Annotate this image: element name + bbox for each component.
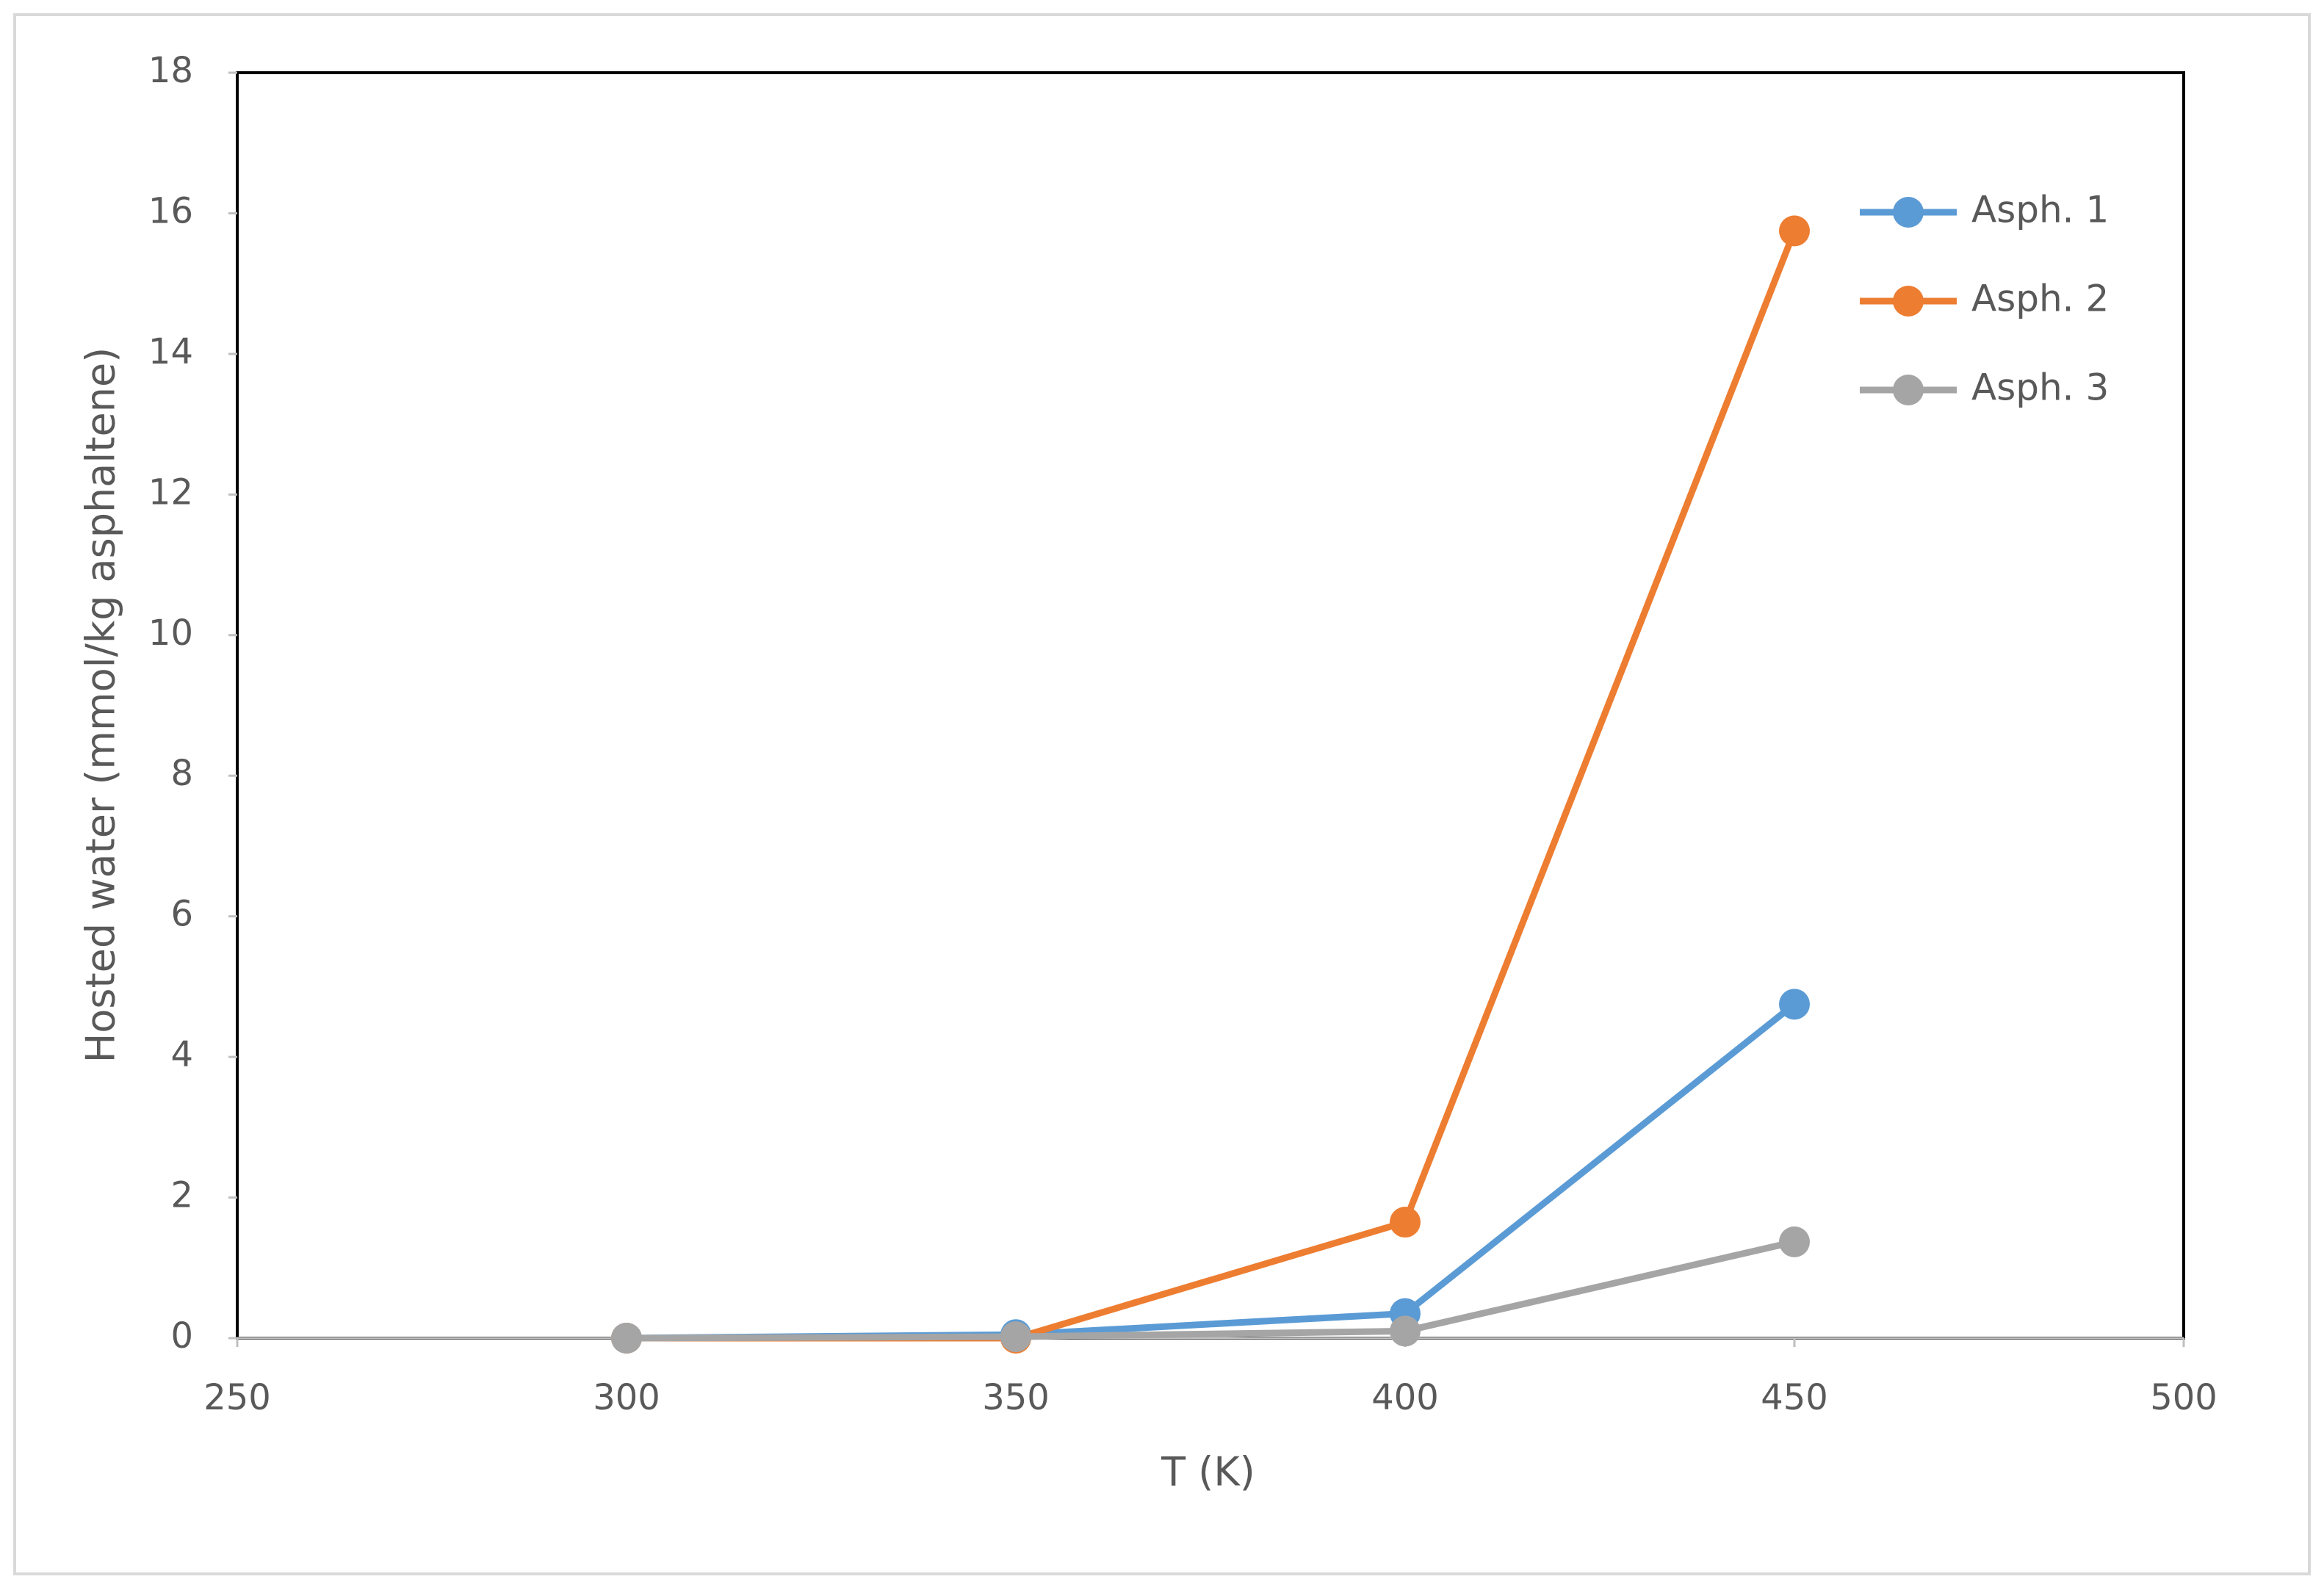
x-tick-label: 350 [982,1377,1050,1418]
data-point [1779,1226,1810,1257]
legend-label: Asph. 2 [1971,278,2109,320]
chart-frame [13,13,2311,1575]
x-tick-label: 500 [2150,1377,2217,1418]
legend-marker [1893,197,1924,228]
legend-marker [1893,375,1924,405]
y-tick-label: 4 [170,1034,193,1075]
y-tick-label: 12 [148,472,193,513]
legend-label: Asph. 3 [1971,366,2109,409]
data-point [1390,1207,1421,1238]
y-tick-label: 6 [170,894,193,935]
y-tick-label: 16 [148,190,193,231]
data-point [1779,989,1810,1020]
x-tick-label: 450 [1761,1377,1828,1418]
data-point [1000,1321,1031,1353]
y-tick-label: 14 [148,331,193,372]
legend-label: Asph. 1 [1971,189,2109,231]
y-tick-label: 8 [170,753,193,794]
x-tick-label: 250 [203,1377,271,1418]
y-tick-label: 0 [170,1315,193,1357]
data-point [1390,1315,1421,1347]
y-tick-label: 10 [148,613,193,654]
x-axis-title: T (K) [1161,1449,1255,1495]
data-point [1779,215,1810,247]
y-tick-label: 18 [148,50,193,91]
series-line [626,1238,1796,1342]
y-tick-label: 2 [170,1175,193,1216]
x-tick-label: 400 [1371,1377,1439,1418]
y-axis-title: Hosted water (mmol/kg asphaltene) [78,347,124,1063]
data-point [611,1323,642,1354]
x-tick-label: 300 [593,1377,660,1418]
legend-marker [1893,286,1924,317]
